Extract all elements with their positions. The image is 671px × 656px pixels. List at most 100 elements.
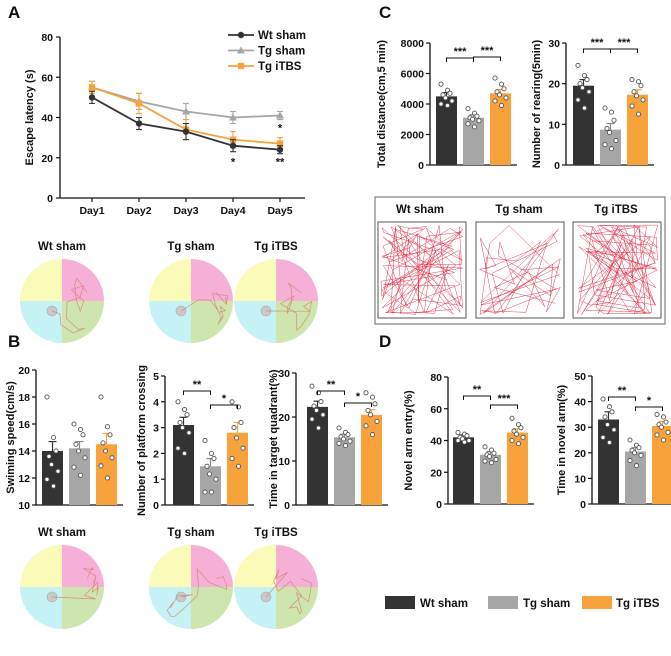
sig-label: * (222, 393, 227, 405)
data-point-wt (175, 399, 181, 405)
data-point-wt (46, 453, 52, 459)
water-maze-bottom-2 (149, 545, 233, 629)
data-point-tg (208, 450, 215, 456)
water-maze-bottom-3 (234, 545, 318, 629)
data-point-tg (77, 472, 84, 478)
y-tick-label: 4000 (401, 99, 425, 111)
sig-annotation: * (231, 157, 236, 169)
data-point-wt (464, 433, 470, 439)
data-point-itbs (104, 475, 111, 481)
data-point-itbs (654, 432, 660, 438)
data-point-itbs (102, 448, 109, 454)
data-point-itbs (503, 95, 509, 101)
movement-track (478, 225, 561, 316)
water-maze-bottom-1 (20, 545, 104, 629)
quadrant-se (191, 301, 233, 343)
data-point-tg (336, 425, 342, 431)
data-point-wt (315, 425, 322, 431)
y-tick-label: 50 (574, 371, 586, 383)
y-tick-label: 30 (574, 422, 586, 434)
data-point-wt (455, 430, 461, 436)
x-tick-label: Day3 (173, 205, 198, 217)
data-point-wt (449, 98, 455, 104)
data-point-wt (309, 383, 315, 389)
data-point-itbs (509, 437, 515, 444)
data-point-itbs (515, 422, 522, 428)
legend-label-tg: Tg sham (523, 598, 570, 610)
data-point-wt (604, 422, 611, 428)
data-point-itbs (492, 75, 498, 81)
point-tg (276, 111, 284, 119)
y-tick-label: 8000 (401, 38, 425, 50)
quadrant-ne (62, 259, 104, 301)
data-point-tg (493, 456, 499, 463)
legend-marker-wt (237, 31, 245, 39)
point-wt (135, 120, 143, 127)
data-point-itbs (509, 415, 515, 421)
sig-bracket (344, 402, 372, 407)
data-point-wt (44, 394, 50, 400)
y-tick-label: 0 (554, 160, 560, 172)
data-point-itbs (520, 434, 526, 440)
legend-swatch-wt (385, 596, 415, 609)
data-point-itbs (511, 428, 517, 434)
data-point-itbs (363, 423, 369, 429)
data-point-wt (581, 72, 588, 79)
data-point-tg (73, 441, 79, 447)
data-point-wt (442, 95, 449, 101)
sig-bracket (583, 48, 611, 53)
data-point-tg (80, 432, 86, 438)
data-point-tg (336, 440, 342, 446)
y-tick-label: 80 (430, 372, 442, 384)
data-point-wt (309, 416, 315, 422)
data-point-tg (345, 432, 351, 438)
maze-bottom-label-2: Tg sham (167, 527, 214, 539)
sig-annotation: * (278, 123, 283, 135)
data-point-wt (581, 105, 588, 111)
data-point-wt (55, 468, 61, 474)
sig-label: ** (193, 379, 202, 391)
water-maze-top-3 (234, 259, 318, 343)
data-point-wt (48, 461, 55, 468)
data-point-tg (213, 476, 219, 482)
y-axis-label: Number of platform crossing (136, 365, 148, 516)
maze-bottom-images (20, 545, 318, 629)
bar-tg (334, 437, 355, 505)
y-tick-label: 80 (41, 32, 53, 44)
y-tick-label: 10 (18, 500, 30, 512)
y-tick-label: 20 (18, 365, 30, 377)
data-point-tg (476, 118, 482, 124)
data-point-tg (488, 447, 495, 453)
data-point-itbs (235, 463, 242, 469)
sig-label: *** (498, 393, 512, 405)
data-point-tg (202, 489, 208, 495)
data-point-tg (469, 116, 476, 122)
y-tick-label: 0 (436, 499, 442, 511)
data-point-tg (602, 105, 608, 111)
point-itbs (135, 100, 143, 107)
x-tick-label: Day5 (267, 205, 292, 217)
data-point-wt (175, 445, 181, 451)
data-point-wt (455, 437, 461, 444)
data-point-itbs (638, 83, 644, 89)
data-point-tg (636, 445, 642, 451)
data-point-wt (579, 85, 586, 91)
bar-wt (598, 419, 619, 504)
data-point-wt (606, 440, 613, 446)
bar-tg (200, 466, 221, 505)
maze-bottom-label-3: Tg iTBS (254, 527, 298, 539)
point-itbs (88, 84, 96, 91)
data-point-itbs (498, 81, 505, 87)
panel-label-a: A (8, 3, 20, 22)
data-point-tg (340, 436, 347, 442)
sig-label: *** (618, 37, 632, 49)
quadrant-nw (234, 545, 276, 587)
y-tick-label: 0 (284, 500, 290, 512)
swim-path (265, 569, 312, 615)
y-axis-label: Number of rearing(5min) (531, 39, 543, 168)
movement-track (576, 224, 658, 315)
data-point-tg (488, 460, 495, 466)
data-point-tg (608, 109, 615, 115)
